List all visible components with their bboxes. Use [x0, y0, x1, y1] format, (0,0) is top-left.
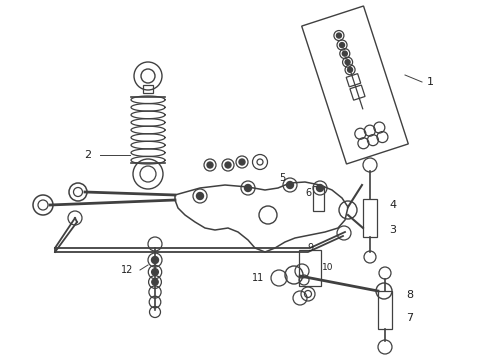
Text: 6: 6: [305, 188, 311, 198]
Circle shape: [196, 193, 203, 199]
Text: 10: 10: [322, 264, 334, 273]
Circle shape: [225, 162, 231, 168]
Circle shape: [345, 60, 350, 65]
Circle shape: [207, 162, 213, 168]
Circle shape: [343, 51, 347, 56]
Text: 1: 1: [426, 77, 434, 87]
Text: 7: 7: [406, 313, 414, 323]
Circle shape: [337, 33, 342, 38]
Text: 2: 2: [84, 150, 92, 160]
Circle shape: [151, 256, 158, 264]
Text: 4: 4: [390, 200, 396, 210]
Circle shape: [317, 185, 323, 192]
Text: 9: 9: [307, 243, 313, 253]
Circle shape: [151, 269, 158, 275]
Circle shape: [245, 185, 251, 192]
Circle shape: [347, 67, 353, 72]
Circle shape: [239, 159, 245, 165]
Circle shape: [340, 42, 344, 48]
Text: 3: 3: [390, 225, 396, 235]
Text: 8: 8: [406, 290, 414, 300]
Circle shape: [287, 181, 294, 189]
Circle shape: [152, 279, 158, 285]
Text: 12: 12: [121, 265, 133, 275]
Text: 5: 5: [279, 173, 285, 183]
Text: 11: 11: [252, 273, 264, 283]
